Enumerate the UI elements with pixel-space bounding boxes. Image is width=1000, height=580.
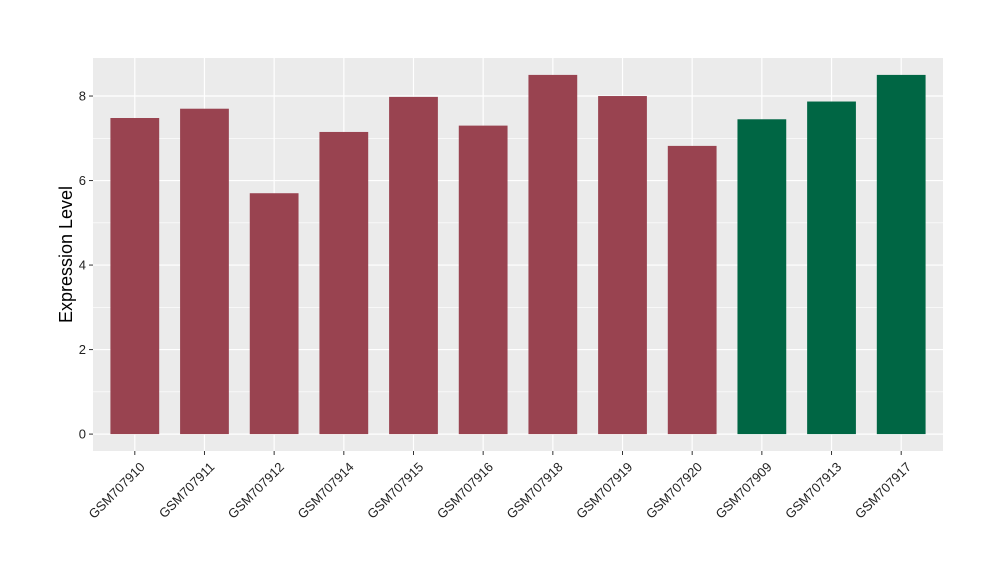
bar-GSM707920: [667, 145, 717, 435]
x-tick-label: GSM707911: [156, 459, 218, 521]
x-tick-label: GSM707912: [225, 459, 287, 521]
x-tick-label: GSM707913: [782, 459, 844, 521]
x-axis-ticks: GSM707910 GSM707911 GSM707912 GSM707914 GSM7…: [85, 451, 914, 522]
bar-GSM707915: [389, 96, 438, 435]
bar-GSM707918: [528, 74, 578, 435]
y-tick-label: 0: [79, 427, 86, 442]
x-tick-label: GSM707920: [643, 459, 705, 521]
x-tick-label: GSM707915: [364, 459, 426, 521]
bar-GSM707912: [249, 193, 299, 435]
y-tick-label: 6: [79, 173, 86, 188]
bar-GSM707910: [110, 118, 160, 435]
grid-minor: [93, 137, 943, 393]
bar-GSM707913: [807, 101, 856, 435]
x-tick-label: GSM707919: [573, 459, 635, 521]
bar-GSM707916: [458, 125, 508, 435]
bars: [110, 74, 926, 435]
x-tick-label: GSM707910: [85, 459, 147, 521]
bar-GSM707917: [876, 74, 926, 435]
x-tick-label: GSM707914: [294, 459, 356, 521]
y-axis-ticks: 0 2 4 6 8: [79, 89, 93, 442]
x-tick-label: GSM707918: [504, 459, 566, 521]
bar-GSM707911: [180, 108, 229, 435]
y-tick-label: 8: [79, 89, 86, 104]
plot-panel: [93, 58, 943, 451]
y-tick-label: 4: [79, 258, 86, 273]
x-tick-label: GSM707917: [852, 459, 914, 521]
bar-GSM707914: [319, 131, 369, 435]
bar-GSM707919: [598, 96, 647, 435]
x-tick-label: GSM707909: [713, 459, 775, 521]
x-tick-label: GSM707916: [434, 459, 496, 521]
bar-GSM707909: [737, 119, 787, 435]
y-axis-title: Expression Level: [56, 186, 76, 323]
y-tick-label: 2: [79, 342, 86, 357]
